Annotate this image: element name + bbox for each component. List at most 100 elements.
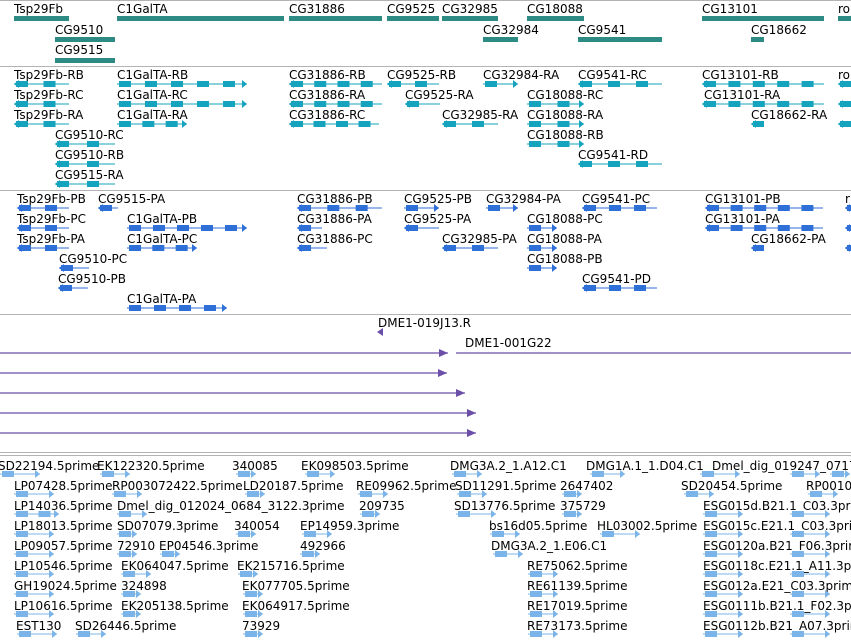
est-label[interactable]: EST130 [16,619,62,633]
est-feature[interactable] [703,610,743,618]
est-label[interactable]: ESG0118c.E21.1_A11.3prime [703,559,851,573]
transcript-label[interactable]: CG31886-RA [289,88,366,102]
transcript-feature[interactable] [117,80,247,88]
transcript-label[interactable]: CG32984-RA [483,68,560,82]
transcript-feature[interactable] [527,140,584,148]
protein-label[interactable]: CG9510-PC [59,252,128,266]
transcript-feature[interactable] [117,120,187,128]
est-feature[interactable] [703,530,743,538]
est-label[interactable]: LP10616.5prime [14,599,113,613]
clone-feature[interactable] [0,389,465,397]
transcript-feature[interactable] [55,140,115,148]
gene-feature[interactable] [702,16,824,21]
est-label[interactable]: DMG1A.1_1.D04.C1 [586,459,704,473]
transcript-label[interactable]: CG31886-RB [289,68,366,82]
est-label[interactable]: SD07079.3prime [117,519,219,533]
est-label[interactable]: 72910 [117,539,156,553]
protein-feature[interactable] [582,284,657,292]
est-label[interactable]: 375729 [560,499,606,513]
gene-feature[interactable] [55,58,115,63]
protein-feature[interactable] [404,224,439,232]
est-label[interactable]: ESG0111b.B21.1_F02.3prime [703,599,851,613]
gene-label[interactable]: CG31886 [289,2,345,16]
est-feature[interactable] [562,510,582,518]
protein-feature[interactable] [127,224,247,232]
transcript-feature[interactable] [838,100,851,108]
est-feature[interactable] [703,570,743,578]
gene-feature[interactable] [578,37,662,42]
protein-label[interactable]: Tsp29Fb-PC [17,212,86,226]
est-label[interactable]: Dmel_dig_019247_0717 [712,459,851,473]
protein-feature[interactable] [297,244,327,252]
est-label[interactable]: EK215716.5prime [237,559,345,573]
est-feature[interactable] [121,570,151,578]
protein-label[interactable]: CG13101-PB [705,192,781,206]
transcript-label[interactable]: CG9510-RC [55,128,124,142]
protein-label[interactable]: Tsp29Fb-PA [17,232,86,246]
gene-feature[interactable] [117,16,284,21]
est-feature[interactable] [243,610,263,618]
est-label[interactable]: RE73173.5prime [527,619,628,633]
est-feature[interactable] [236,470,256,478]
protein-feature[interactable] [442,244,498,252]
clone-label[interactable]: DME1-019J13.R [378,316,472,330]
est-feature[interactable] [790,510,830,518]
est-label[interactable]: LP07428.5prime [14,479,113,493]
est-label[interactable]: bs16d05.5prime [489,519,588,533]
protein-label[interactable]: CG18662-PA [751,232,826,246]
est-label[interactable]: GH19024.5prime [14,579,117,593]
clone-feature[interactable] [0,349,448,357]
est-feature[interactable] [790,470,820,478]
transcript-feature[interactable] [289,100,382,108]
est-label[interactable]: DMG3A.2_1.E06.C1 [491,539,608,553]
protein-feature[interactable] [486,204,518,212]
protein-feature[interactable] [17,224,69,232]
est-feature[interactable] [14,510,59,518]
protein-label[interactable]: CG32985-PA [442,232,517,246]
est-feature[interactable] [562,490,582,498]
gene-feature[interactable] [527,16,584,21]
protein-label[interactable]: CG31886-PA [297,212,372,226]
est-label[interactable]: EK064917.5prime [242,599,350,613]
est-feature[interactable] [703,590,743,598]
est-feature[interactable] [14,490,54,498]
transcript-label[interactable]: CG13101-RB [702,68,779,82]
est-feature[interactable] [14,590,54,598]
est-feature[interactable] [490,530,520,538]
transcript-feature[interactable] [14,100,69,108]
protein-label[interactable]: CG18088-PC [527,212,603,226]
transcript-feature[interactable] [578,80,662,88]
transcript-label[interactable]: C1GalTA-RB [117,68,189,82]
clone-end-marker[interactable] [377,328,385,336]
est-label[interactable]: 340054 [234,519,280,533]
est-feature[interactable] [600,530,640,538]
est-label[interactable]: 324898 [121,579,167,593]
transcript-label[interactable]: CG9510-RB [55,148,125,162]
transcript-feature[interactable] [751,120,764,128]
est-feature[interactable] [528,630,558,638]
protein-label[interactable]: C1GalTA-PC [127,232,198,246]
est-label[interactable]: 340085 [232,459,278,473]
est-label[interactable]: EK077705.5prime [242,579,350,593]
transcript-label[interactable]: Tsp29Fb-RB [14,68,84,82]
est-label[interactable]: RE09962.5prime [356,479,457,493]
protein-feature[interactable] [705,224,823,232]
clone-feature[interactable] [456,349,851,357]
est-feature[interactable] [14,570,54,578]
est-label[interactable]: HL03002.5prime [597,519,698,533]
est-feature[interactable] [528,610,558,618]
est-feature[interactable] [160,550,180,558]
gene-feature[interactable] [55,37,115,42]
protein-label[interactable]: Tsp29Fb-PB [17,192,86,206]
est-feature[interactable] [358,490,388,498]
est-label[interactable]: EK064047.5prime [121,559,229,573]
protein-feature[interactable] [845,244,851,252]
est-feature[interactable] [703,550,743,558]
gene-feature[interactable] [838,16,851,21]
gene-label[interactable]: CG9510 [55,23,104,37]
protein-feature[interactable] [404,204,439,212]
transcript-feature[interactable] [289,80,382,88]
gene-feature[interactable] [289,16,382,21]
est-label[interactable]: RE75062.5prime [527,559,628,573]
transcript-label[interactable]: CG18662-RA [751,108,828,122]
